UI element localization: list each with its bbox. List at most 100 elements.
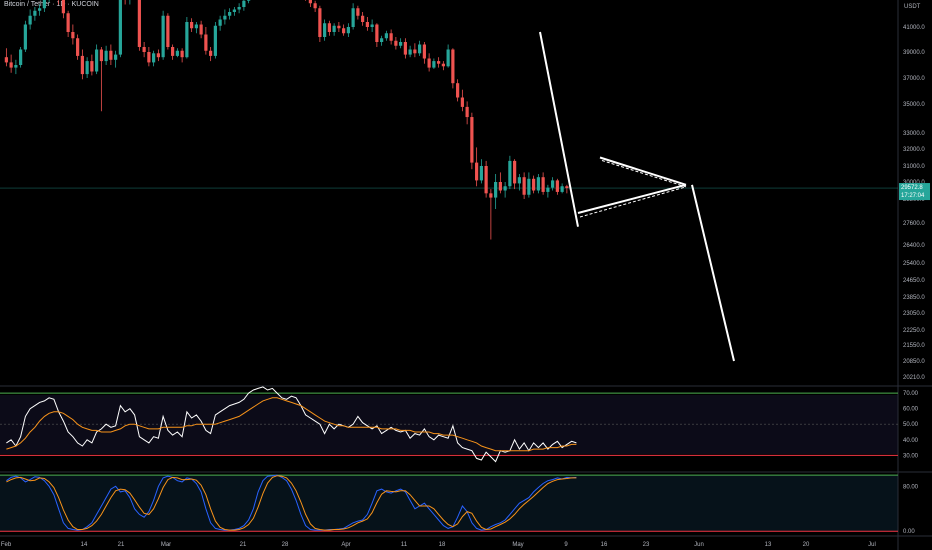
interval: 1D — [56, 1, 66, 8]
pennant-upper-dashed-line — [601, 160, 687, 188]
time-axis-label: Jun — [694, 542, 704, 548]
candle-body — [403, 42, 407, 55]
price-axis-label: 31000.0 — [903, 164, 925, 170]
candle-body — [85, 61, 89, 75]
candle-body — [147, 52, 151, 63]
candle-body — [156, 53, 160, 58]
candle-body — [114, 54, 118, 60]
candle-body — [104, 50, 108, 62]
candle-body — [327, 23, 331, 32]
candle-body — [342, 28, 346, 34]
candle-body — [33, 10, 37, 16]
quote-label: USDT — [904, 4, 921, 10]
candle-body — [465, 106, 469, 118]
candle-body — [80, 55, 84, 75]
candle-body — [185, 22, 189, 58]
pennant-lower-dashed-line — [579, 186, 687, 218]
candle-body — [365, 22, 369, 27]
time-axis-label: 11 — [401, 542, 408, 548]
price-axis-label: 30000.0 — [903, 180, 925, 186]
candle-body — [427, 58, 431, 68]
candle-body — [551, 180, 555, 188]
candle-body — [517, 177, 521, 184]
pennant-upper-line — [599, 156, 687, 186]
candle-body — [175, 50, 179, 56]
price-axis-label: 24650.0 — [903, 278, 925, 284]
rsi-axis-label: 40.00 — [903, 438, 919, 444]
time-axis-label: 13 — [765, 542, 772, 548]
candle-body — [351, 8, 355, 27]
candle-body — [71, 32, 75, 39]
rsi-rsi_ma-line — [6, 397, 577, 452]
time-axis-label: Apr — [341, 542, 350, 548]
candle-body — [90, 61, 94, 72]
candle-body — [95, 49, 99, 72]
candle-body — [99, 49, 103, 62]
candle-body — [152, 53, 156, 63]
price-axis-label: 37000.0 — [903, 76, 925, 82]
last-price-tag — [899, 183, 930, 201]
time-axis-label: May — [512, 542, 523, 548]
time-axis-label: 18 — [439, 542, 446, 548]
chart-header: Bitcoin / Tether · 1D · KUCOIN — [4, 1, 99, 8]
candle-body — [318, 8, 322, 37]
candle-body — [437, 61, 441, 64]
candle-body — [456, 83, 460, 98]
projection-line — [691, 184, 735, 362]
candle-body — [532, 178, 536, 191]
price-axis-label: 23850.0 — [903, 295, 925, 301]
candle-body — [375, 24, 379, 42]
candle-body — [503, 186, 507, 191]
candle-body — [180, 50, 184, 58]
stoch-k-line — [6, 474, 577, 531]
rsi-axis-label: 70.00 — [903, 391, 919, 397]
exchange: KUCOIN — [71, 1, 99, 8]
candle-body — [380, 38, 384, 42]
candle-body — [223, 15, 227, 20]
candle-body — [308, 0, 312, 4]
candle-body — [399, 42, 403, 46]
candle-body — [109, 50, 113, 60]
candle-body — [498, 182, 502, 191]
candle-body — [536, 177, 540, 191]
candle-body — [237, 7, 241, 10]
stoch-d-line — [6, 475, 577, 531]
rsi-rsi-line — [6, 386, 577, 463]
candle-body — [161, 15, 165, 58]
candle-body — [14, 65, 18, 68]
candle-body — [479, 166, 483, 181]
countdown-label: 17:27:04 — [901, 193, 925, 199]
last-price-label: 29572.8 — [901, 185, 923, 191]
price-axis-label: 21550.0 — [903, 343, 925, 349]
candle-body — [389, 33, 393, 41]
time-axis-label: 28 — [282, 542, 289, 548]
symbol-name: Bitcoin / Tether — [4, 1, 51, 8]
stoch-band-fill — [0, 475, 898, 531]
candle-body — [522, 177, 526, 195]
candle-body — [209, 50, 213, 56]
candle-body — [28, 15, 32, 25]
candle-body — [422, 44, 426, 59]
price-axis-label: 41000.0 — [903, 25, 925, 31]
candle-body — [546, 187, 550, 192]
time-axis-label: 21 — [240, 542, 247, 548]
time-axis-label: 23 — [643, 542, 650, 548]
candle-body — [194, 24, 198, 29]
price-axis-label: 23050.0 — [903, 311, 925, 317]
candle-body — [418, 44, 422, 54]
candle-body — [332, 25, 336, 32]
time-axis-label: Feb — [1, 542, 12, 548]
candles — [4, 0, 569, 240]
price-axis-label: 26400.0 — [903, 243, 925, 249]
rsi-axis-label: 50.00 — [903, 422, 919, 428]
stoch-axis-label: 80.00 — [903, 484, 919, 490]
candle-body — [555, 180, 559, 192]
candle-body — [142, 47, 146, 52]
candle-body — [19, 49, 23, 65]
candle-body — [346, 27, 350, 34]
candle-body — [247, 0, 251, 1]
candle-body — [9, 62, 13, 68]
time-axis-label: 21 — [118, 542, 125, 548]
